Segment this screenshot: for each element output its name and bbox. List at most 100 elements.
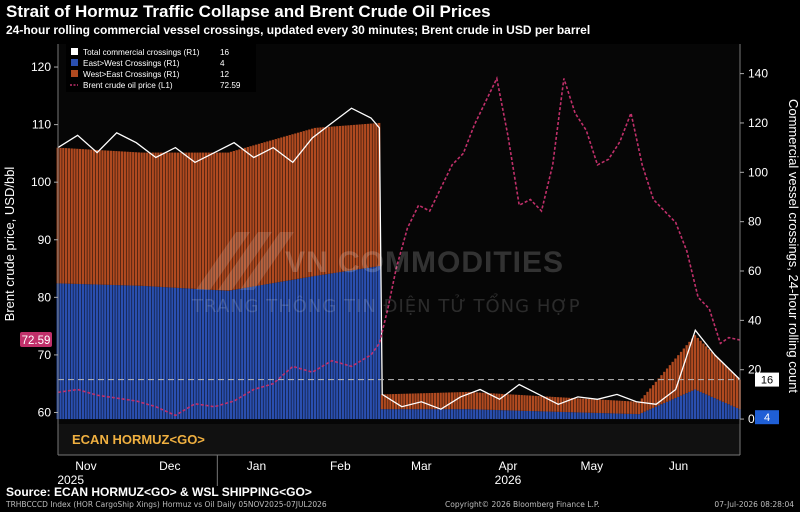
bar-west-east	[92, 149, 96, 285]
bar-east-west	[660, 404, 663, 420]
bar-east-west	[70, 283, 73, 420]
right-tick-label: 100	[748, 165, 768, 179]
chart-subtitle: 24-hour rolling commercial vessel crossi…	[6, 23, 591, 37]
bar-west-east	[540, 396, 543, 412]
bar-east-west	[344, 271, 347, 420]
right-tick-label: 40	[748, 313, 762, 327]
bar-east-west	[187, 288, 191, 420]
bar-east-west	[408, 409, 412, 420]
bar-east-west	[495, 410, 498, 420]
bar-east-west	[67, 283, 71, 420]
bar-west-east	[336, 126, 339, 273]
bar-west-east	[204, 152, 208, 290]
bar-east-west	[668, 400, 672, 420]
bar-east-west	[699, 391, 702, 420]
bar-east-west	[352, 269, 356, 420]
bar-east-west	[283, 281, 286, 420]
bar-west-east	[668, 365, 672, 401]
bar-west-east	[548, 396, 551, 412]
bar-west-east	[350, 125, 353, 271]
bar-east-west	[313, 275, 317, 420]
bar-west-east	[375, 123, 378, 267]
bar-east-west	[719, 400, 722, 420]
bar-east-west	[551, 411, 554, 420]
bar-west-east	[333, 126, 336, 273]
bar-west-east	[612, 400, 616, 414]
bar-west-east	[400, 393, 403, 410]
bar-west-east	[565, 397, 568, 413]
bar-west-east	[383, 394, 386, 410]
bar-west-east	[610, 400, 613, 414]
bar-east-west	[593, 412, 596, 420]
bar-east-west	[657, 405, 660, 420]
left-tick-label: 70	[38, 348, 52, 362]
bar-west-east	[436, 392, 440, 410]
bar-west-east	[534, 395, 537, 412]
bar-east-west	[280, 281, 283, 420]
bar-east-west	[87, 284, 90, 420]
bar-west-east	[481, 392, 484, 410]
bar-east-west	[735, 407, 739, 420]
bar-west-east	[347, 125, 350, 271]
bar-west-east	[193, 152, 196, 289]
bar-east-west	[489, 409, 493, 420]
bar-east-west	[548, 411, 551, 420]
year-label: 2025	[57, 473, 84, 487]
bar-east-west	[512, 410, 515, 420]
bar-east-west	[229, 290, 233, 420]
bar-east-west	[411, 409, 414, 420]
bar-east-west	[151, 286, 154, 420]
bar-west-east	[735, 376, 739, 408]
brent-value-tag	[20, 331, 52, 347]
bar-east-west	[654, 406, 658, 420]
right-tick-label: 60	[748, 264, 762, 278]
bar-east-west	[174, 287, 177, 420]
bar-west-east	[582, 398, 585, 413]
bar-west-east	[101, 150, 104, 285]
bar-east-west	[241, 288, 244, 420]
bar-east-west	[470, 409, 473, 420]
bar-west-east	[352, 124, 356, 270]
bar-east-west	[724, 403, 727, 420]
bar-east-west	[120, 285, 124, 420]
bar-east-west	[453, 409, 456, 420]
bar-east-west	[252, 286, 255, 420]
bar-east-west	[196, 289, 199, 420]
bar-east-west	[62, 283, 65, 420]
bar-east-west	[106, 284, 110, 420]
month-label: Dec	[159, 459, 180, 473]
bar-west-east	[148, 152, 152, 287]
bar-west-east	[274, 139, 277, 283]
bar-west-east	[710, 351, 713, 397]
month-label: Apr	[499, 459, 518, 473]
bar-east-west	[565, 412, 568, 420]
bar-west-east	[618, 400, 621, 414]
bar-west-east	[422, 393, 426, 410]
bar-east-west	[134, 285, 138, 420]
bar-east-west	[540, 411, 543, 420]
bar-west-east	[386, 394, 389, 410]
bar-east-west	[137, 285, 140, 420]
bar-west-east	[380, 394, 384, 410]
bar-west-east	[129, 151, 132, 286]
bar-east-west	[635, 414, 638, 420]
bar-east-west	[649, 409, 652, 420]
bar-west-east	[288, 135, 291, 281]
bar-east-west	[112, 285, 115, 420]
bar-east-west	[341, 271, 344, 420]
bar-west-east	[635, 401, 638, 415]
chart-title: Strait of Hormuz Traffic Collapse and Br…	[6, 2, 491, 21]
bar-east-west	[285, 280, 289, 420]
bar-west-east	[503, 394, 507, 411]
bar-east-west	[319, 275, 322, 420]
bar-west-east	[235, 150, 238, 290]
left-tick-label: 120	[31, 60, 51, 74]
bar-west-east	[84, 149, 87, 285]
bar-west-east	[607, 400, 610, 414]
bar-east-west	[685, 393, 688, 420]
bar-west-east	[526, 395, 529, 411]
bar-east-west	[140, 285, 143, 420]
bar-west-east	[520, 395, 523, 411]
bar-west-east	[470, 392, 473, 410]
bar-east-west	[361, 268, 364, 420]
